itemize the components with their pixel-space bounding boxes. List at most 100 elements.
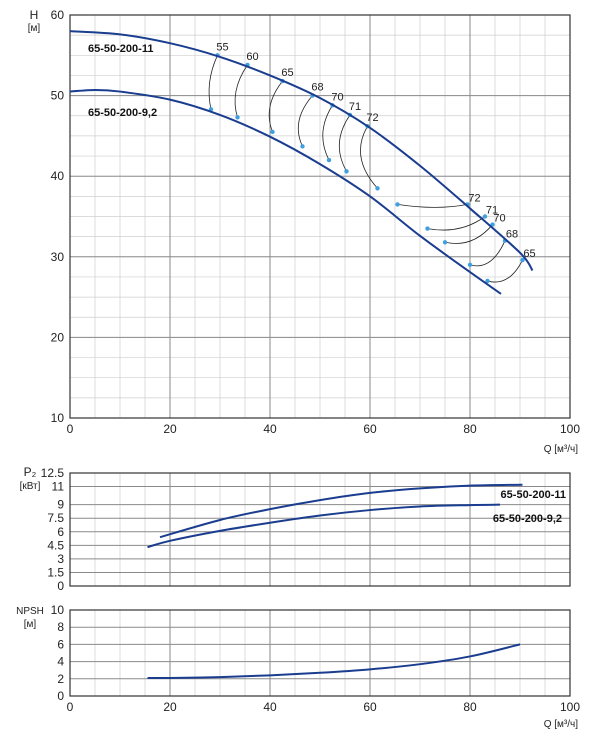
y-tick-label: 6 — [57, 525, 64, 539]
plot-frame — [69, 472, 571, 587]
npsh-xticks: 0 20 40 60 80 100 — [67, 700, 581, 714]
x-tick-label: 80 — [463, 700, 477, 714]
npsh-xunit: Q [м³/ч] — [544, 719, 579, 730]
y-tick-label: 11 — [52, 480, 65, 494]
efficiency-point — [485, 278, 490, 284]
power-curves — [147, 483, 523, 549]
head-yticks: 10 20 30 40 50 60 — [51, 8, 65, 425]
power-series-label-9-2: 65-50-200-9,2 — [493, 513, 562, 525]
efficiency-label: 65 — [523, 248, 535, 260]
npsh-yunit: [м] — [24, 619, 37, 630]
head-xunit: Q [м³/ч] — [544, 444, 579, 455]
x-tick-label: 40 — [263, 700, 277, 714]
npsh-ylabel: NPSH — [16, 606, 44, 617]
npsh-chart: NPSH [м] 02 4 6 8 10 0 20 40 60 80 100 Q [м³/ч] — [16, 603, 580, 730]
y-tick-label: 3 — [57, 552, 64, 566]
npsh-curves — [147, 643, 521, 680]
efficiency-line — [322, 105, 333, 161]
y-tick-label: 9 — [57, 498, 64, 512]
head-curve-9-2 — [69, 88, 502, 295]
y-tick-label: 20 — [51, 330, 65, 344]
efficiency-point — [270, 129, 275, 135]
x-tick-label: 0 — [67, 422, 74, 436]
efficiency-line — [469, 240, 506, 267]
efficiency-line — [297, 95, 313, 147]
y-tick-label: 40 — [51, 169, 65, 183]
efficiency-label: 60 — [246, 51, 258, 63]
npsh-curve — [147, 643, 521, 680]
efficiency-label: 72 — [366, 112, 378, 124]
head-chart: H [м] 10 20 30 40 50 60 0 20 40 60 80 100 Q [м³/ч]… — [28, 8, 581, 455]
efficiency-label: 70 — [331, 91, 343, 103]
efficiency-point — [482, 214, 488, 219]
plot-frame — [69, 609, 571, 697]
efficiency-point — [395, 202, 400, 207]
efficiency-label: 72 — [468, 192, 480, 204]
efficiency-label: 71 — [486, 205, 498, 217]
efficiency-point — [490, 222, 495, 227]
power-ylabel: P₂ — [24, 465, 37, 479]
head-grid — [69, 14, 571, 419]
y-tick-label: 6 — [57, 637, 64, 651]
efficiency-label: 55 — [216, 41, 228, 53]
x-tick-label: 100 — [560, 700, 580, 714]
x-tick-label: 60 — [363, 700, 377, 714]
series-label-11: 65-50-200-11 — [88, 43, 153, 55]
y-tick-label: 60 — [51, 8, 65, 22]
head-ylabel: H — [30, 8, 39, 22]
efficiency-label: 70 — [493, 213, 505, 225]
efficiency-line — [234, 64, 248, 118]
efficiency-point — [520, 257, 525, 263]
y-tick-label: 1.5 — [47, 565, 64, 579]
efficiency-line — [360, 126, 378, 189]
y-tick-label: 8 — [57, 620, 64, 634]
efficiency-line — [427, 216, 486, 231]
power-yunit: [кВт] — [20, 481, 41, 492]
y-tick-label: 10 — [51, 603, 65, 617]
efficiency-point — [326, 157, 332, 163]
series-label-9-2: 65-50-200-9,2 — [88, 107, 157, 119]
efficiency-line — [268, 80, 283, 133]
y-tick-label: 10 — [51, 411, 65, 425]
y-tick-label: 2 — [57, 672, 64, 686]
y-tick-label: 4 — [57, 655, 64, 669]
efficiency-label: 71 — [349, 101, 361, 113]
x-tick-label: 20 — [163, 422, 177, 436]
power-curve-11 — [159, 483, 523, 539]
efficiency-point — [442, 240, 448, 245]
efficiency-point — [467, 262, 473, 268]
efficiency-line — [444, 224, 493, 244]
plot-frame — [69, 14, 571, 419]
npsh-yticks: 0 2 4 6 8 10 — [51, 603, 65, 703]
y-tick-label: 50 — [51, 89, 65, 103]
efficiency-line — [338, 114, 351, 172]
y-tick-label: 30 — [51, 250, 65, 264]
efficiency-line — [487, 259, 523, 283]
efficiency-point — [375, 186, 380, 191]
efficiency-point — [300, 144, 305, 149]
head-yunit: [м] — [28, 23, 41, 34]
efficiency-label: 68 — [506, 229, 518, 241]
y-tick-label: 4.5 — [47, 538, 64, 552]
npsh-grid — [69, 609, 571, 697]
x-tick-label: 0 — [67, 700, 74, 714]
efficiency-line — [397, 204, 468, 208]
head-xticks: 0 20 40 60 80 100 — [67, 422, 581, 436]
head-curve-11 — [69, 30, 534, 272]
efficiency-label: 65 — [281, 67, 293, 79]
power-series-label-11: 65-50-200-11 — [501, 489, 566, 501]
x-tick-label: 40 — [263, 422, 277, 436]
x-tick-label: 20 — [163, 700, 177, 714]
x-tick-label: 80 — [463, 422, 477, 436]
power-grid — [69, 472, 571, 587]
efficiency-point — [235, 115, 240, 120]
y-tick-label: 7.5 — [47, 511, 64, 525]
y-tick-label: 0 — [57, 579, 64, 593]
head-curves — [69, 30, 534, 295]
y-tick-label: 12.5 — [41, 466, 65, 480]
efficiency-line — [208, 55, 218, 110]
